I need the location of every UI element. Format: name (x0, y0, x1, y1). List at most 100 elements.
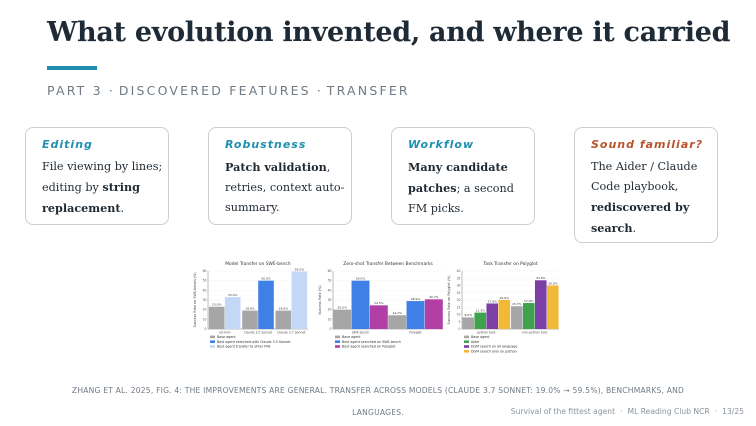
legend-entry: Base agent (342, 335, 361, 339)
bar (522, 303, 535, 329)
card-body: File viewing by lines; editing by string… (42, 157, 168, 219)
y-tick-label: 30 (203, 298, 207, 302)
card-sound-familiar: Sound familiar? The Aider / Claude Code … (574, 127, 718, 243)
chart-title: Model Transfer on SWE-bench (225, 261, 291, 267)
bar-value-label: 19.0% (245, 306, 255, 310)
x-tick-label: Claude 3.5 Sonnet (244, 331, 273, 335)
x-tick-label: Claude 3.7 Sonnet (277, 331, 306, 335)
bar-value-label: 15.7% (512, 302, 522, 306)
footer-page-number: 13/25 (722, 407, 744, 416)
card-heading: Editing (42, 138, 93, 151)
legend-entry: Aider (471, 340, 480, 344)
bar (258, 280, 274, 329)
legend-swatch (464, 345, 469, 348)
bar (462, 317, 475, 329)
y-tick-label: 20 (457, 298, 461, 302)
footer-venue: ML Reading Club NCR (627, 407, 710, 416)
bar (388, 315, 407, 329)
legend-swatch (464, 340, 469, 343)
bar-value-label: 30.0% (548, 281, 558, 285)
y-tick-label: 10 (328, 317, 332, 321)
legend-swatch (464, 350, 469, 353)
y-tick-label: 0 (330, 327, 332, 331)
x-tick-label: non-python task (522, 331, 547, 335)
bar-value-label: 8.0% (464, 313, 472, 317)
y-tick-label: 40 (328, 288, 332, 292)
card-text: File viewing by lines; editing by (42, 160, 163, 194)
bar (291, 271, 308, 329)
card-body: Patch validation, retries, context auto-… (225, 157, 351, 218)
y-axis-label: Success Rate on SWE-bench (%) (193, 272, 197, 328)
y-tick-label: 30 (457, 284, 461, 288)
bar (424, 299, 443, 329)
y-tick-label: 40 (203, 288, 207, 292)
card-text: . (120, 202, 125, 215)
card-emphasis: rediscovered by search (591, 200, 690, 235)
bar-value-label: 59.5% (295, 267, 305, 271)
slide-footer: Survival of the fittest agent · ML Reading… (511, 407, 744, 416)
bar-value-label: 28.9% (411, 297, 421, 301)
x-tick-label: python task (477, 331, 496, 335)
card-body: The Aider / Claude Code playbook, redisc… (591, 157, 717, 239)
y-tick-label: 60 (203, 269, 207, 273)
kicker-part: PART 3 (47, 83, 103, 98)
y-tick-label: 0 (459, 327, 461, 331)
card-emphasis: string replacement (42, 180, 140, 215)
bar-value-label: 19.0% (279, 306, 289, 310)
y-axis-label: Success Rate on Polyglot (%) (447, 275, 451, 325)
card-text: ; a second FM picks. (408, 182, 514, 215)
card-heading: Robustness (225, 138, 307, 151)
card-heading: Sound familiar? (591, 138, 704, 151)
card-text: . (632, 222, 637, 235)
y-tick-label: 0 (205, 327, 207, 331)
bar-value-label: 11.3% (475, 308, 485, 312)
y-tick-label: 10 (457, 313, 461, 317)
x-tick-label: SWE-bench (352, 331, 370, 335)
legend-swatch (335, 345, 340, 348)
bar (333, 309, 352, 329)
bar-value-label: 17.9% (524, 299, 534, 303)
legend-entry: Best agent searched on Polyglot (342, 345, 396, 349)
y-tick-label: 5 (459, 320, 461, 324)
bar (534, 280, 547, 329)
legend-entry: Base agent (471, 335, 490, 339)
chart-panel-3: Task Transfer on Polyglot Success Rate on… (447, 261, 559, 353)
bar-value-label: 20.0% (337, 305, 347, 309)
y-tick-label: 50 (203, 279, 207, 283)
card-text: , retries, context auto-summary. (225, 161, 345, 214)
card-heading: Workflow (408, 138, 475, 151)
bar (224, 297, 241, 329)
bar-value-label: 33.6% (536, 276, 546, 280)
chart-title: Zero-shot Transfer Between Benchmarks (343, 261, 433, 267)
title-accent-rule (47, 66, 97, 70)
bar (208, 306, 225, 329)
legend-swatch (335, 335, 340, 339)
bar-value-label: 50.0% (261, 276, 271, 280)
bar-value-label: 14.2% (392, 311, 402, 315)
footer-separator: · (620, 407, 623, 416)
y-tick-label: 10 (203, 317, 207, 321)
slide-title: What evolution invented, and where it ca… (47, 17, 731, 48)
y-tick-label: 60 (328, 269, 332, 273)
legend-entry: Best agent searched on SWE-bench (342, 340, 401, 344)
x-tick-label: o3-mini (219, 331, 231, 335)
card-emphasis: Many candidate patches (408, 160, 508, 195)
legend-entry: DGM search only on python (471, 349, 517, 353)
chart-panel-1: Model Transfer on SWE-bench Success Rate … (193, 261, 308, 349)
y-tick-label: 20 (328, 308, 332, 312)
legend-entry: Best agent searched with Claude 3.5 Sonn… (217, 340, 291, 344)
legend-entry: DGM search on all language (471, 345, 517, 349)
legend-swatch (464, 335, 469, 339)
bar (351, 280, 370, 329)
x-tick-label: Polyglot (409, 331, 422, 335)
legend-swatch (210, 345, 215, 348)
bar (498, 300, 511, 329)
legend-swatch (210, 340, 215, 343)
y-axis-label: Success Rate (%) (318, 285, 322, 315)
y-tick-label: 40 (457, 269, 461, 273)
card-text: The Aider / Claude Code playbook, (591, 160, 698, 193)
legend-swatch (335, 340, 340, 343)
footer-separator: · (714, 407, 718, 416)
card-body: Many candidate patches; a second FM pick… (408, 157, 534, 219)
